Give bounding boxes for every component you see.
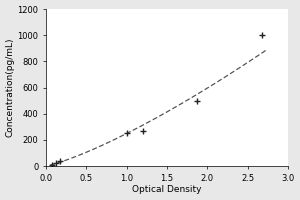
Y-axis label: Concentration(pg/mL): Concentration(pg/mL) xyxy=(6,38,15,137)
X-axis label: Optical Density: Optical Density xyxy=(132,185,202,194)
